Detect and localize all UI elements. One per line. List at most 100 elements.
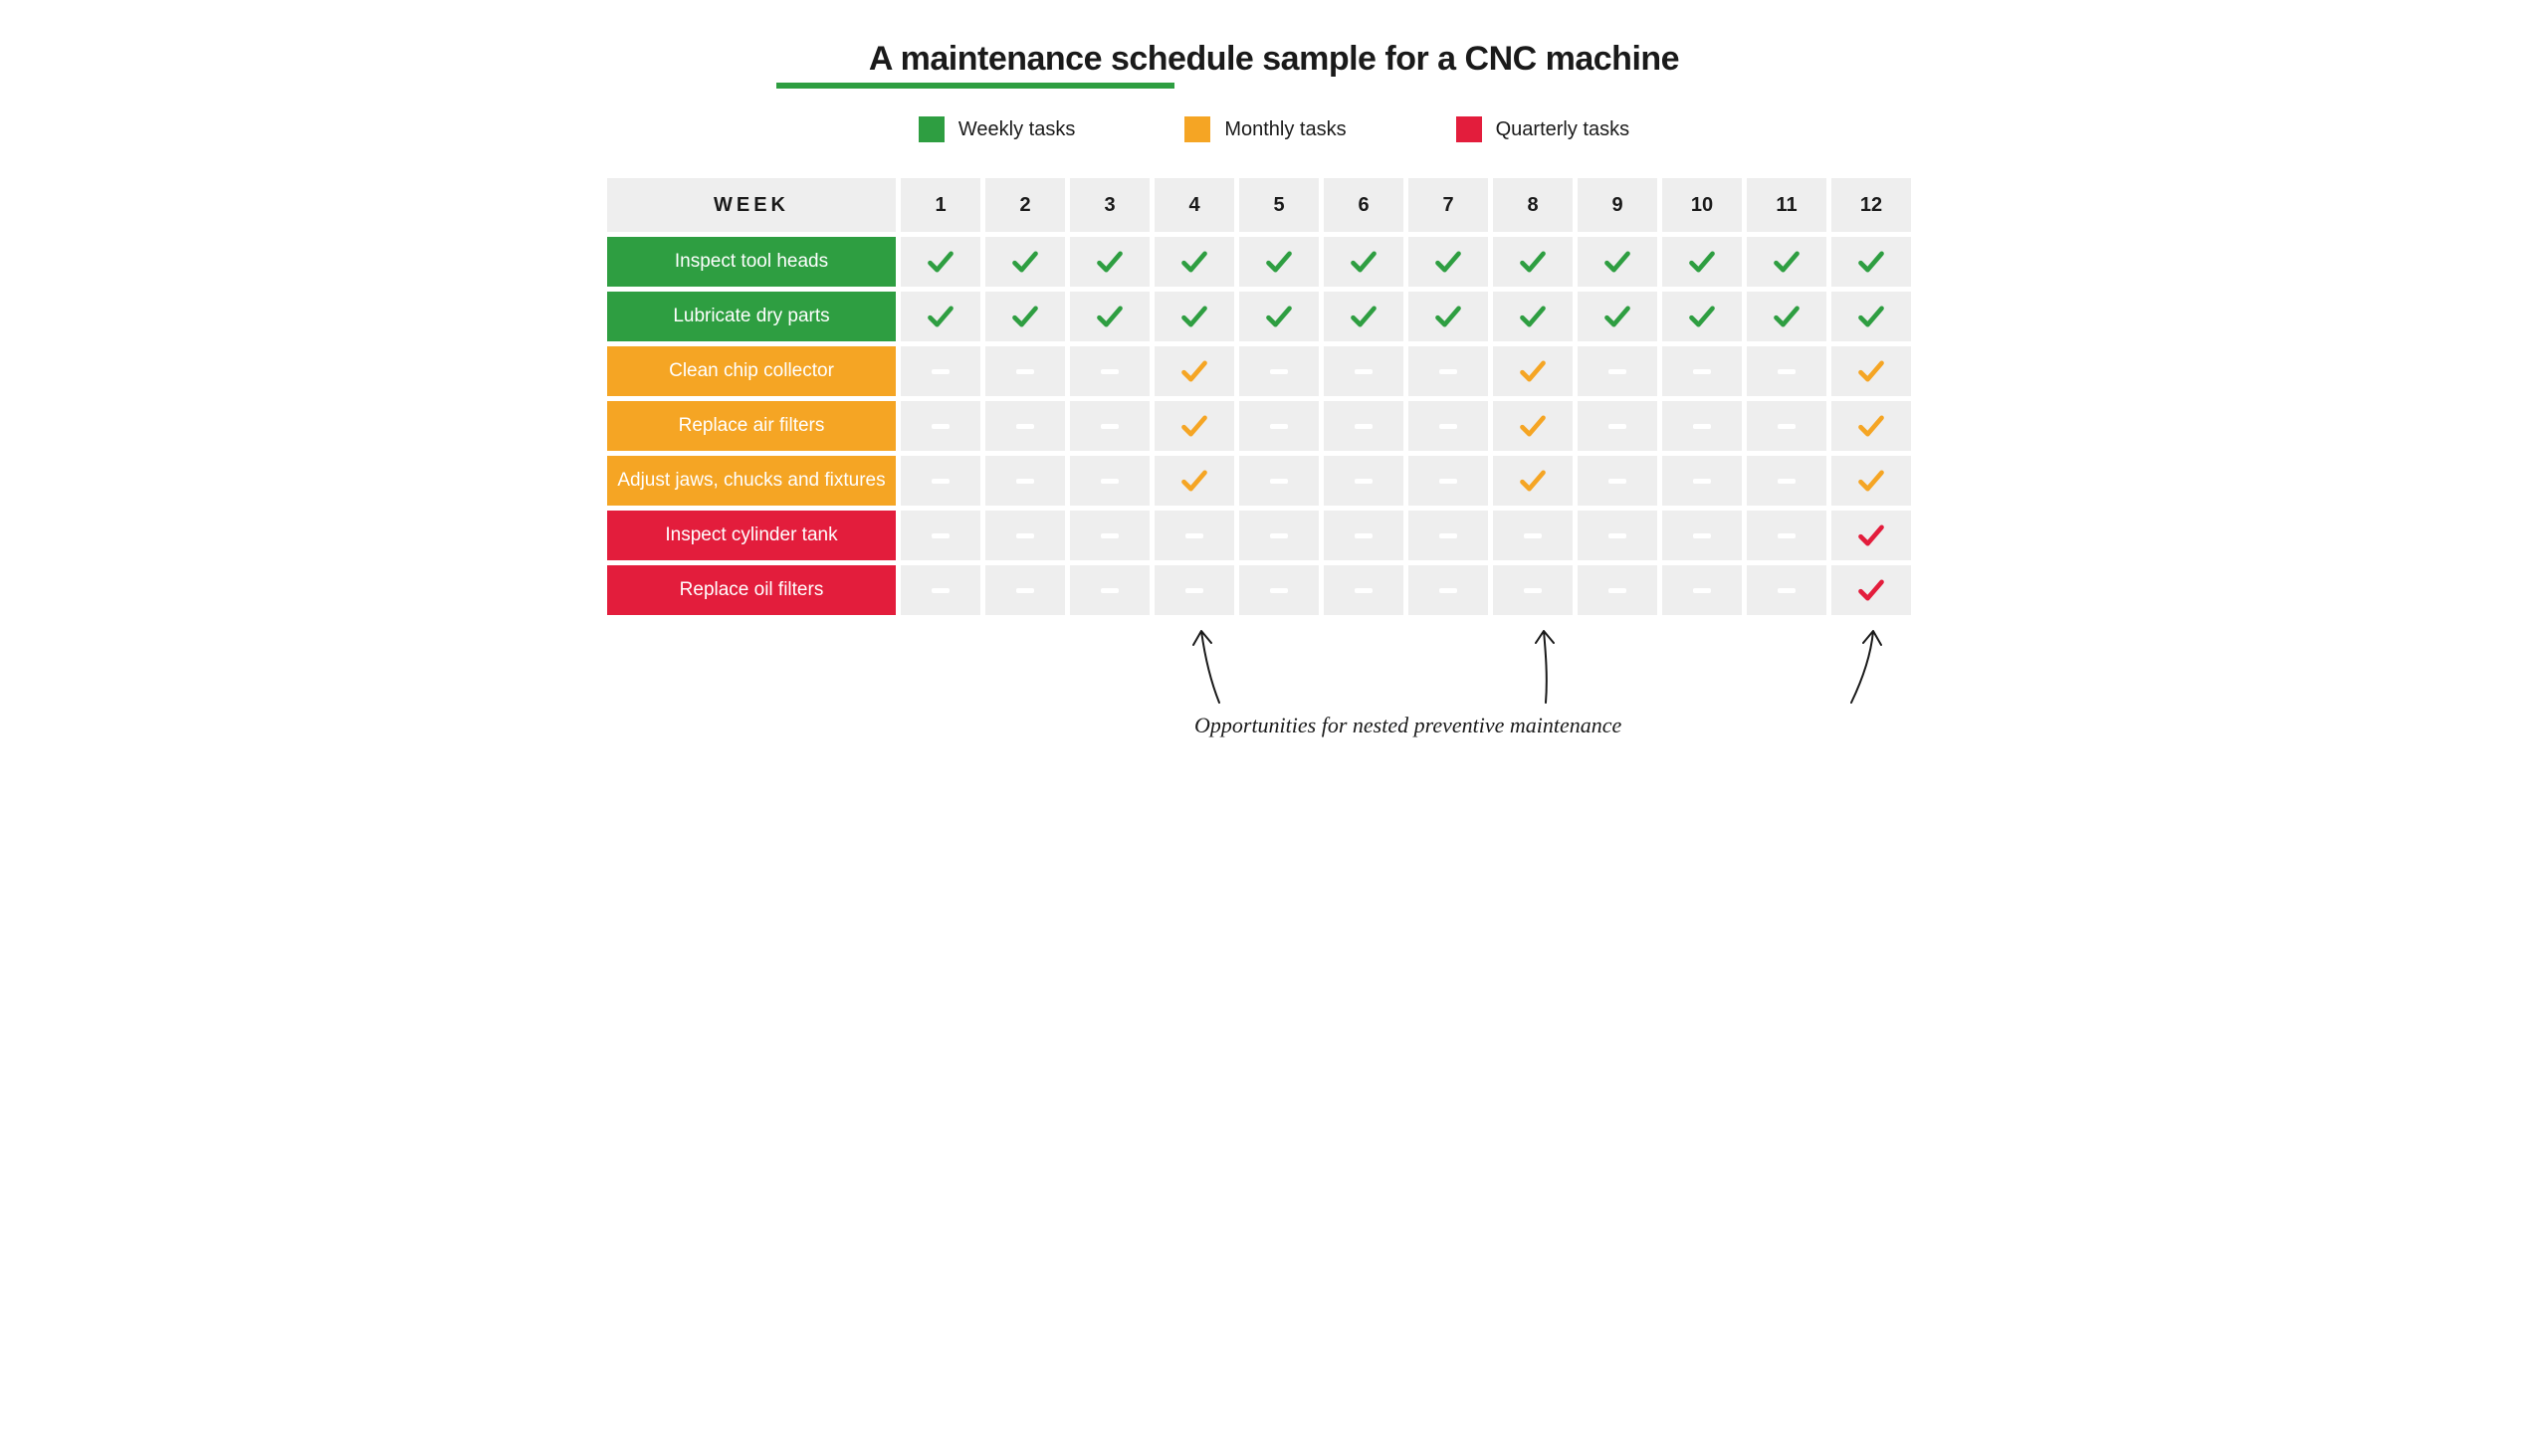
schedule-cell	[1578, 292, 1657, 341]
check-icon	[1011, 303, 1039, 330]
check-icon	[1773, 248, 1801, 276]
legend-swatch	[919, 116, 945, 142]
schedule-cell	[1155, 456, 1234, 506]
schedule-cell	[901, 401, 980, 451]
schedule-cell	[985, 511, 1065, 560]
schedule-cell	[1747, 237, 1826, 287]
schedule-cell	[901, 565, 980, 615]
week-header: 10	[1662, 178, 1742, 232]
schedule-cell	[1070, 511, 1150, 560]
dash-icon	[1608, 424, 1626, 429]
dash-icon	[1693, 533, 1711, 538]
schedule-cell	[1662, 237, 1742, 287]
arrow-icon	[1513, 623, 1573, 713]
schedule-cell	[1155, 346, 1234, 396]
check-icon	[1519, 357, 1547, 385]
dash-icon	[1778, 588, 1796, 593]
dash-icon	[932, 533, 950, 538]
schedule-cell	[1324, 565, 1403, 615]
schedule-cell	[1578, 456, 1657, 506]
schedule-cell	[1324, 237, 1403, 287]
dash-icon	[1016, 424, 1034, 429]
dash-icon	[1608, 479, 1626, 484]
dash-icon	[1270, 588, 1288, 593]
task-label: Replace oil filters	[607, 565, 896, 615]
schedule-cell	[1070, 401, 1150, 451]
schedule-cell	[1155, 565, 1234, 615]
week-header: 12	[1831, 178, 1911, 232]
schedule-cell	[1831, 456, 1911, 506]
legend: Weekly tasks Monthly tasks Quarterly tasks	[607, 116, 1941, 142]
schedule-cell	[1493, 511, 1573, 560]
dash-icon	[1524, 533, 1542, 538]
schedule-cell	[1070, 346, 1150, 396]
legend-swatch	[1456, 116, 1482, 142]
dash-icon	[1355, 588, 1373, 593]
schedule-cell	[985, 565, 1065, 615]
check-icon	[1096, 303, 1124, 330]
title-block: A maintenance schedule sample for a CNC …	[607, 40, 1941, 89]
check-icon	[1857, 467, 1885, 495]
dash-icon	[1101, 533, 1119, 538]
check-icon	[1180, 248, 1208, 276]
schedule-cell	[985, 346, 1065, 396]
dash-icon	[1439, 479, 1457, 484]
check-icon	[1350, 248, 1378, 276]
schedule-cell	[1493, 565, 1573, 615]
week-header: 5	[1239, 178, 1319, 232]
schedule-cell	[1070, 292, 1150, 341]
dash-icon	[1778, 533, 1796, 538]
schedule-cell	[1747, 346, 1826, 396]
schedule-cell	[1831, 346, 1911, 396]
check-icon	[1773, 303, 1801, 330]
schedule-cell	[901, 511, 980, 560]
check-icon	[1096, 248, 1124, 276]
dash-icon	[1185, 533, 1203, 538]
check-icon	[1519, 412, 1547, 440]
dash-icon	[1355, 533, 1373, 538]
check-icon	[1265, 248, 1293, 276]
dash-icon	[1101, 424, 1119, 429]
schedule-cell	[901, 346, 980, 396]
dash-icon	[1693, 588, 1711, 593]
check-icon	[1603, 303, 1631, 330]
schedule-cell	[1324, 346, 1403, 396]
week-header: 2	[985, 178, 1065, 232]
week-header: 4	[1155, 178, 1234, 232]
task-label: Lubricate dry parts	[607, 292, 896, 341]
schedule-cell	[1662, 565, 1742, 615]
week-header: 8	[1493, 178, 1573, 232]
legend-item: Monthly tasks	[1184, 116, 1346, 142]
schedule-cell	[1747, 565, 1826, 615]
dash-icon	[1778, 479, 1796, 484]
arrow-icon	[1836, 623, 1896, 713]
schedule-cell	[1578, 346, 1657, 396]
legend-label: Weekly tasks	[958, 118, 1075, 141]
schedule-cell	[985, 456, 1065, 506]
check-icon	[1434, 303, 1462, 330]
dash-icon	[1608, 588, 1626, 593]
schedule-container: A maintenance schedule sample for a CNC …	[607, 40, 1941, 772]
schedule-cell	[1831, 401, 1911, 451]
schedule-cell	[1578, 565, 1657, 615]
check-icon	[1857, 576, 1885, 604]
schedule-cell	[1747, 456, 1826, 506]
dash-icon	[1524, 588, 1542, 593]
legend-label: Quarterly tasks	[1496, 118, 1629, 141]
task-label: Inspect cylinder tank	[607, 511, 896, 560]
dash-icon	[1439, 533, 1457, 538]
dash-icon	[1778, 424, 1796, 429]
schedule-cell	[1408, 346, 1488, 396]
schedule-cell	[1662, 292, 1742, 341]
schedule-cell	[1831, 292, 1911, 341]
schedule-cell	[1493, 401, 1573, 451]
dash-icon	[932, 479, 950, 484]
check-icon	[1688, 248, 1716, 276]
schedule-cell	[1493, 456, 1573, 506]
dash-icon	[1016, 369, 1034, 374]
legend-swatch	[1184, 116, 1210, 142]
schedule-cell	[1239, 401, 1319, 451]
schedule-cell	[1155, 401, 1234, 451]
week-header: 6	[1324, 178, 1403, 232]
check-icon	[1857, 521, 1885, 549]
